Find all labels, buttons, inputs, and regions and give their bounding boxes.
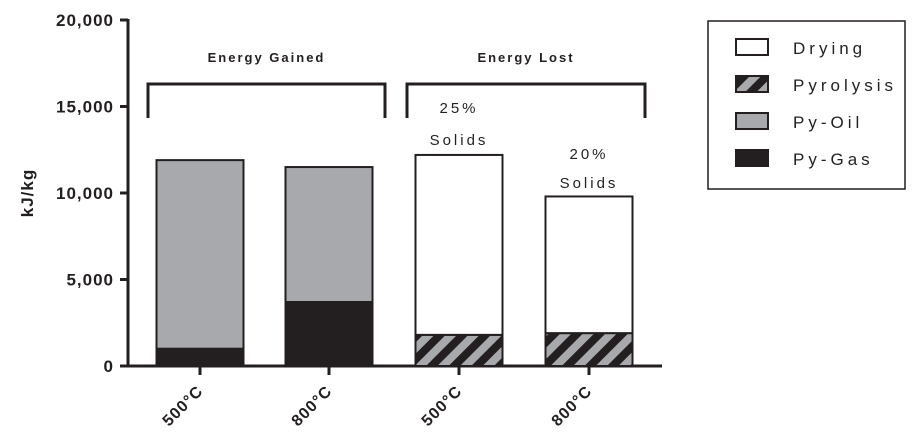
bar-segment xyxy=(414,153,504,336)
bar-segment xyxy=(155,159,245,350)
bar-annotations: 25% Solids 20% Solids xyxy=(430,100,619,192)
y-axis-title: kJ/kg xyxy=(18,169,37,217)
y-tick-label: 20,000 xyxy=(56,11,114,30)
bar-annotation-text: Solids xyxy=(430,132,489,149)
y-tick-label: 10,000 xyxy=(56,184,114,203)
x-tick-label: 500°C xyxy=(160,383,207,430)
legend-swatch xyxy=(735,112,769,130)
group-brackets: Energy Gained Energy Lost xyxy=(146,50,647,118)
legend-label: Pyrolysis xyxy=(793,76,897,95)
y-tick-label: 15,000 xyxy=(56,98,114,117)
bar-segment xyxy=(155,347,245,368)
legend: Drying Pyrolysis Py-Oil Py-Gas xyxy=(707,20,906,190)
legend-swatch xyxy=(735,149,769,167)
x-tick-label: 800°C xyxy=(549,383,596,430)
group-label: Energy Lost xyxy=(477,50,574,65)
legend-swatch xyxy=(735,75,769,93)
x-tick-label: 800°C xyxy=(289,383,336,430)
bars xyxy=(155,153,634,368)
bar-segment xyxy=(284,166,374,303)
group-label: Energy Gained xyxy=(208,50,326,65)
group-bracket xyxy=(146,82,387,118)
bar-segment xyxy=(284,300,374,367)
legend-swatch xyxy=(735,38,769,56)
y-tick-label: 0 xyxy=(104,357,114,376)
legend-label: Drying xyxy=(793,39,866,58)
bar-segment xyxy=(414,333,504,367)
bar-annotation-text: 25% xyxy=(439,100,478,117)
bar-annotation-text: Solids xyxy=(560,175,619,192)
legend-label: Py-Gas xyxy=(793,150,874,169)
x-tick-label: 500°C xyxy=(419,383,466,430)
legend-label: Py-Oil xyxy=(793,113,863,132)
y-tick-label: 5,000 xyxy=(66,271,114,290)
bar-segment xyxy=(544,195,634,335)
bar-segment xyxy=(544,332,634,368)
group-bracket xyxy=(405,82,647,118)
bar-annotation-text: 20% xyxy=(569,146,608,163)
